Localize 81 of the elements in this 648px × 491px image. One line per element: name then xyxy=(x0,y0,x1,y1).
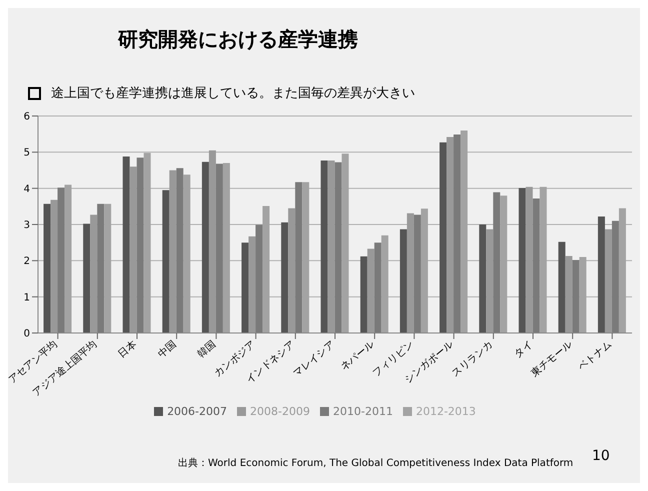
bar xyxy=(50,200,58,333)
bar xyxy=(122,156,130,333)
y-tick-label: 2 xyxy=(24,256,30,268)
bar xyxy=(406,213,414,333)
bar xyxy=(144,152,151,333)
bar xyxy=(288,208,296,333)
y-tick-label: 0 xyxy=(24,328,30,340)
bar xyxy=(604,229,612,333)
x-tick-label: 日本 xyxy=(116,338,139,360)
bar xyxy=(302,182,310,333)
bar xyxy=(526,186,533,333)
bar xyxy=(334,162,342,333)
text: 10 xyxy=(592,448,610,464)
bar xyxy=(256,224,263,333)
bar xyxy=(44,204,51,333)
bar xyxy=(64,184,72,333)
bar xyxy=(518,188,526,333)
bar xyxy=(295,182,302,333)
bar xyxy=(381,235,388,333)
legend-label: 2010-2011 xyxy=(333,405,393,418)
bar xyxy=(162,190,170,333)
y-tick-label: 4 xyxy=(24,184,30,195)
bar xyxy=(248,236,256,333)
bar xyxy=(579,257,586,333)
bar xyxy=(479,224,486,333)
legend-label: 2008-2009 xyxy=(250,405,310,418)
bar xyxy=(104,204,112,333)
bar xyxy=(532,198,540,333)
legend-label: 2006-2007 xyxy=(167,405,228,418)
bar xyxy=(493,192,500,333)
bar xyxy=(169,170,176,333)
bar xyxy=(242,242,249,333)
bar xyxy=(414,214,421,333)
bar xyxy=(281,222,288,333)
y-tick-label: 3 xyxy=(24,220,30,232)
chart-title: 研究開発における産学連携 xyxy=(118,26,358,53)
bar xyxy=(420,208,428,333)
x-tick-label: タイ xyxy=(512,338,535,360)
bar xyxy=(440,142,447,333)
bar xyxy=(446,136,454,333)
y-tick-label: 6 xyxy=(24,112,30,123)
bar xyxy=(222,163,230,333)
x-tick-label: マレイシア xyxy=(292,338,337,380)
bar xyxy=(486,229,494,333)
bar xyxy=(565,256,572,333)
bar xyxy=(400,229,407,333)
bar xyxy=(500,196,508,333)
bar xyxy=(97,204,104,333)
bar xyxy=(460,130,468,333)
bar xyxy=(558,242,566,333)
legend-label: 2012-2013 xyxy=(416,405,476,418)
bar xyxy=(540,186,547,333)
bar xyxy=(342,154,349,333)
bar xyxy=(183,174,190,333)
source-note: 出典：World Economic Forum, The Global Competitiveness Index Data Platform xyxy=(178,456,574,470)
bar xyxy=(208,150,216,333)
bar xyxy=(83,224,90,333)
x-tick-label: 韓国 xyxy=(195,338,218,360)
bar xyxy=(454,134,461,333)
bar xyxy=(598,216,605,333)
bar xyxy=(618,208,626,333)
bar xyxy=(320,160,328,333)
bar xyxy=(360,256,368,333)
bar xyxy=(374,242,382,333)
bar xyxy=(216,164,223,333)
bar xyxy=(136,158,144,333)
bar xyxy=(572,260,580,333)
bar xyxy=(90,214,98,333)
bar xyxy=(58,188,65,333)
chart-subtitle: 途上国でも産学連携は進展している。また国毎の差異が大きい xyxy=(51,85,415,102)
y-tick-label: 1 xyxy=(24,292,30,304)
x-tick-label: 中国 xyxy=(155,338,179,360)
bar xyxy=(176,168,184,333)
bar xyxy=(202,162,209,333)
bar xyxy=(262,206,270,333)
y-tick-label: 5 xyxy=(24,148,30,159)
bar xyxy=(612,220,619,333)
bar xyxy=(367,248,374,333)
x-tick-label: ベトナム xyxy=(576,338,614,374)
bar xyxy=(328,160,335,333)
bar xyxy=(130,166,137,333)
